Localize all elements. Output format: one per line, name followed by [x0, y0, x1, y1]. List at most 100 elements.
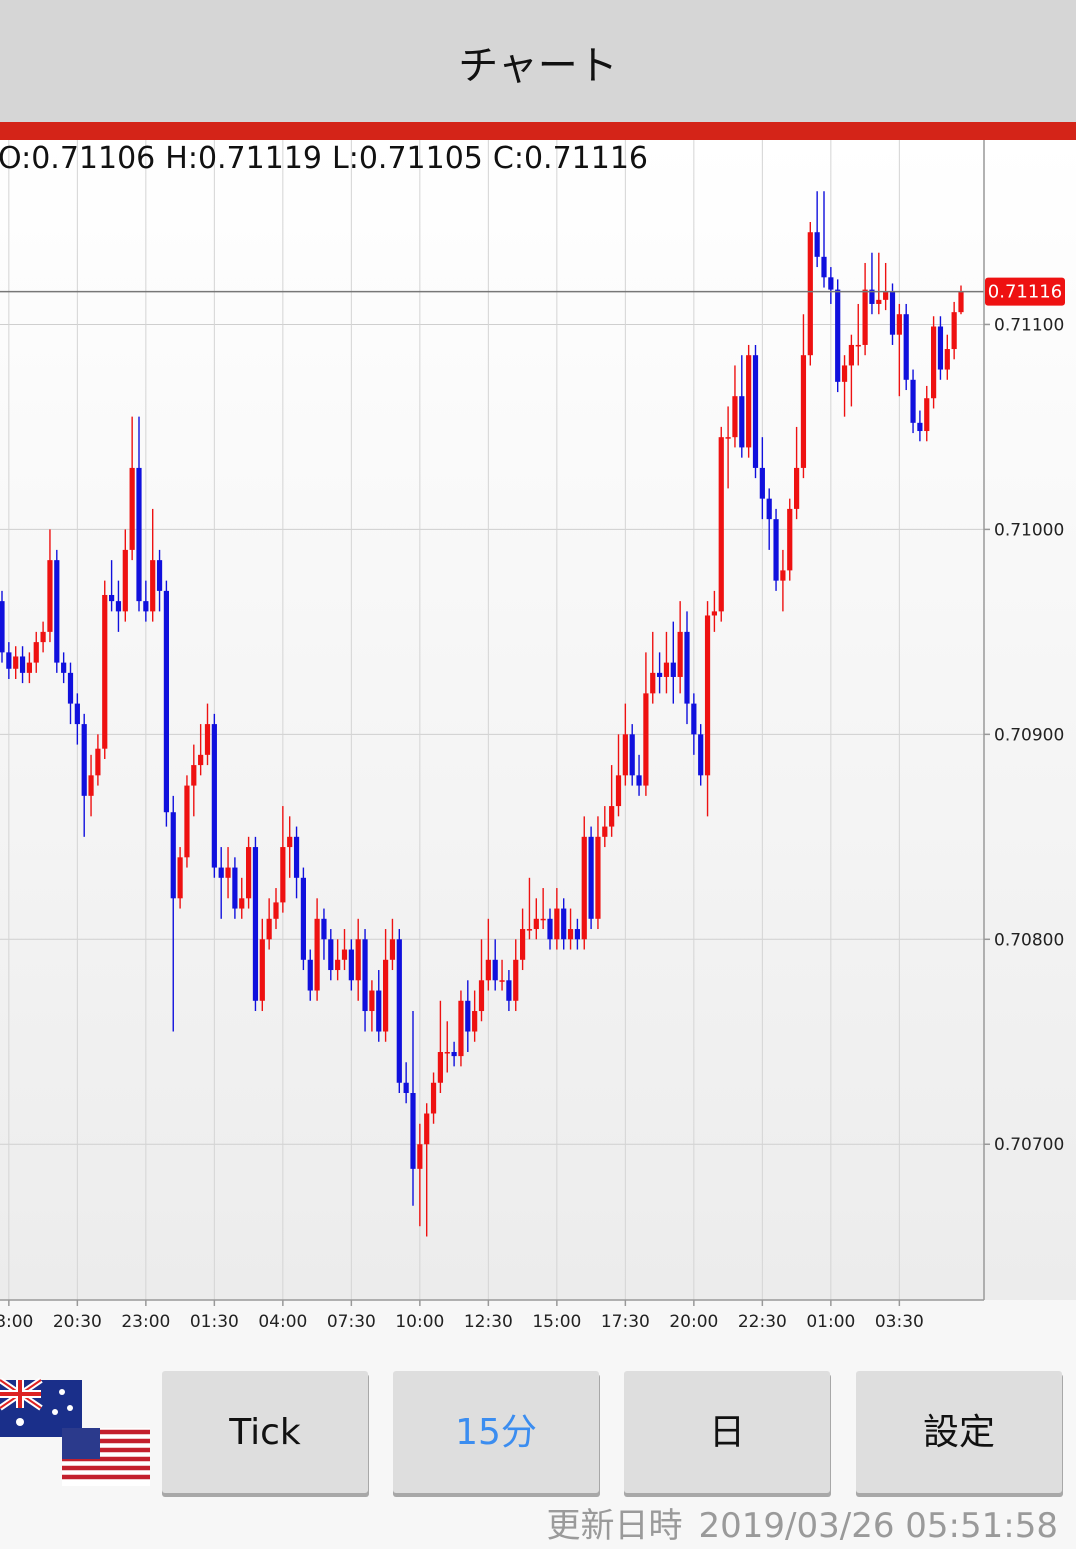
candle-body — [143, 601, 149, 612]
button[interactable]: Tick — [162, 1371, 369, 1497]
candle-body — [26, 662, 32, 673]
candle-body — [163, 590, 169, 813]
ohlc-label: H: — [165, 141, 198, 176]
y-tick-label: 0.71100 — [994, 315, 1064, 335]
candle-body — [787, 508, 793, 571]
candle-body — [150, 560, 156, 612]
candle-body — [81, 724, 87, 796]
candle-body — [951, 312, 957, 350]
candle-body — [300, 877, 306, 960]
candle-body — [273, 902, 279, 919]
last-price-badge — [985, 277, 1065, 306]
x-tick-label: 10:00 — [395, 1312, 444, 1332]
candle-body — [184, 785, 190, 858]
candle-body — [376, 990, 382, 1032]
candle-body — [472, 1011, 478, 1032]
candle-body — [383, 959, 389, 1032]
candle-body — [177, 857, 183, 899]
flag-star — [67, 1405, 73, 1411]
candle-body — [6, 652, 12, 669]
ohlc-value: 0.71119 — [198, 141, 322, 176]
candle-body — [389, 939, 396, 960]
candle-body — [896, 314, 902, 335]
candle-body — [410, 1093, 416, 1169]
candle-body — [862, 289, 868, 345]
candle-body — [444, 1052, 450, 1054]
x-tick-label: 03:30 — [875, 1312, 924, 1332]
candle-body — [794, 467, 800, 509]
candle-body — [643, 693, 649, 786]
candle-body — [883, 291, 889, 300]
candle-body — [567, 929, 574, 940]
candle-body — [232, 867, 238, 909]
flag-aud-cross — [0, 1380, 41, 1408]
candle-body — [876, 299, 882, 304]
candle-body — [74, 703, 80, 725]
candle-body — [211, 724, 217, 868]
button-label[interactable]: 設定 — [923, 1412, 995, 1453]
button[interactable]: 15分 — [393, 1371, 600, 1497]
button-face — [162, 1371, 368, 1493]
candle-body — [677, 631, 683, 677]
candle-body — [663, 662, 670, 677]
candle-body — [47, 560, 53, 632]
candle-body — [691, 703, 697, 735]
app-title: チャート — [458, 43, 618, 89]
candle-body — [684, 631, 690, 704]
candle-body — [718, 437, 724, 612]
candle-body — [246, 847, 252, 899]
candle-body — [958, 291, 964, 313]
candle-body — [533, 918, 539, 930]
candle-body — [198, 754, 204, 766]
button-label[interactable]: Tick — [228, 1412, 301, 1453]
candle-body — [835, 289, 841, 382]
candle-body — [841, 365, 848, 382]
candle-body — [746, 355, 752, 448]
candle-body — [40, 631, 46, 643]
candle-body — [225, 867, 231, 878]
ohlc-label: O: — [0, 141, 31, 176]
candle-body — [95, 748, 101, 776]
candle-body — [807, 232, 813, 356]
candle-body — [931, 326, 937, 399]
flag-star — [59, 1389, 65, 1395]
candle-body — [752, 355, 759, 468]
candle-body — [67, 672, 74, 704]
candle-body — [485, 959, 491, 981]
candle-body — [307, 959, 313, 991]
candle-body — [732, 396, 738, 438]
button-bar: Tick 15分 日 設定 — [162, 1371, 1063, 1497]
candle-body — [266, 918, 272, 940]
candle-body — [814, 232, 820, 257]
candle-body — [88, 775, 94, 796]
candle-body — [704, 615, 711, 776]
candle-body — [499, 980, 505, 982]
button-label[interactable]: 15分 — [455, 1412, 537, 1453]
candle-body — [828, 277, 834, 290]
candle-body — [293, 836, 300, 878]
candle-body — [328, 939, 334, 971]
button[interactable]: 設定 — [856, 1371, 1063, 1497]
flag-star — [16, 1418, 24, 1426]
candle-body — [451, 1052, 457, 1057]
candle-body — [944, 349, 950, 370]
button-face — [856, 1371, 1062, 1493]
candle-body — [348, 949, 354, 981]
button[interactable]: 日 — [624, 1371, 831, 1497]
button-label[interactable]: 日 — [709, 1412, 745, 1453]
candle-body — [869, 289, 875, 304]
x-tick-label: 01:00 — [806, 1312, 855, 1332]
candle-body — [54, 560, 60, 663]
candle-body — [218, 867, 224, 878]
candle-body — [430, 1082, 437, 1114]
y-tick-label: 0.70900 — [994, 725, 1064, 745]
x-tick-label: 04:00 — [258, 1312, 307, 1332]
candle-body — [465, 1000, 471, 1032]
candle-body — [821, 256, 827, 278]
flag-usd-stripes — [62, 1429, 150, 1480]
candle-body — [766, 498, 772, 520]
currency-flags[interactable] — [0, 1377, 150, 1486]
candle-body — [170, 812, 176, 899]
candle-body — [280, 847, 286, 903]
